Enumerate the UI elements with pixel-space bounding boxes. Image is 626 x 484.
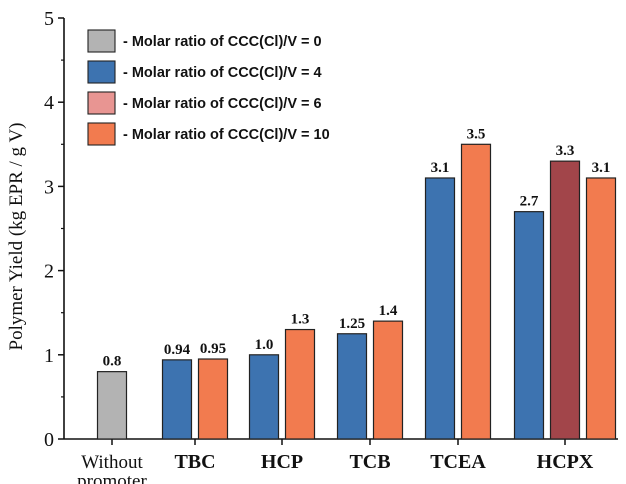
x-tick-label: TBC [174, 451, 215, 473]
data-label: 0.95 [200, 341, 226, 357]
bar [96, 371, 128, 440]
bar [585, 177, 617, 440]
data-label: 3.1 [592, 160, 611, 176]
data-label: 3.5 [467, 126, 486, 142]
y-tick-label: 2 [44, 261, 54, 283]
x-tick-label: TCB [349, 451, 390, 473]
x-tick-label: promoter [77, 471, 147, 484]
y-tick-label: 5 [44, 8, 54, 30]
y-tick-label: 3 [44, 176, 54, 198]
bar [372, 320, 404, 440]
bars: 0.8 0.94 0.95 1.0 1.3 1.25 1.4 3.1 3.5 2.7 3.3 3.1 [96, 126, 617, 440]
data-label: 1.4 [379, 303, 398, 319]
y-axis-label: Polymer Yield (kg EPR / g V) [6, 123, 27, 351]
legend-entry: - Molar ratio of CCC(Cl)/V = 4 [123, 65, 322, 81]
bar [161, 359, 193, 440]
data-label: 1.25 [339, 316, 365, 332]
legend-swatch [87, 29, 116, 53]
bar [460, 143, 492, 440]
x-tick-label: Without [81, 452, 143, 473]
x-tick-label: HCP [261, 451, 303, 473]
bar [549, 160, 581, 440]
bar [197, 358, 229, 440]
legend: - Molar ratio of CCC(Cl)/V = 0 - Molar ra… [87, 29, 330, 146]
x-tick-label: HCPX [537, 451, 594, 473]
y-tick-label: 1 [44, 345, 54, 367]
legend-entry: - Molar ratio of CCC(Cl)/V = 6 [123, 96, 322, 112]
axes: 0 1 2 3 4 5 Polymer Yield (kg EPR / g V) Withou… [6, 8, 618, 484]
data-label: 1.3 [291, 312, 310, 328]
y-tick-label: 0 [44, 429, 54, 451]
bar [248, 354, 280, 440]
legend-entry: - Molar ratio of CCC(Cl)/V = 10 [123, 127, 330, 143]
legend-swatch [87, 122, 116, 146]
data-label: 3.3 [556, 143, 575, 159]
bar [424, 177, 456, 440]
data-label: 2.7 [520, 194, 539, 210]
bar [513, 211, 545, 440]
data-label: 1.0 [255, 337, 274, 353]
legend-entry: - Molar ratio of CCC(Cl)/V = 0 [123, 34, 322, 50]
legend-swatch [87, 60, 116, 84]
data-label: 3.1 [431, 160, 450, 176]
data-label: 0.94 [164, 342, 191, 358]
data-label: 0.8 [103, 354, 122, 370]
x-tick-label: TCEA [430, 451, 486, 473]
y-tick-label: 4 [44, 92, 54, 114]
bar [284, 328, 316, 440]
bar [336, 333, 368, 440]
legend-swatch [87, 91, 116, 115]
